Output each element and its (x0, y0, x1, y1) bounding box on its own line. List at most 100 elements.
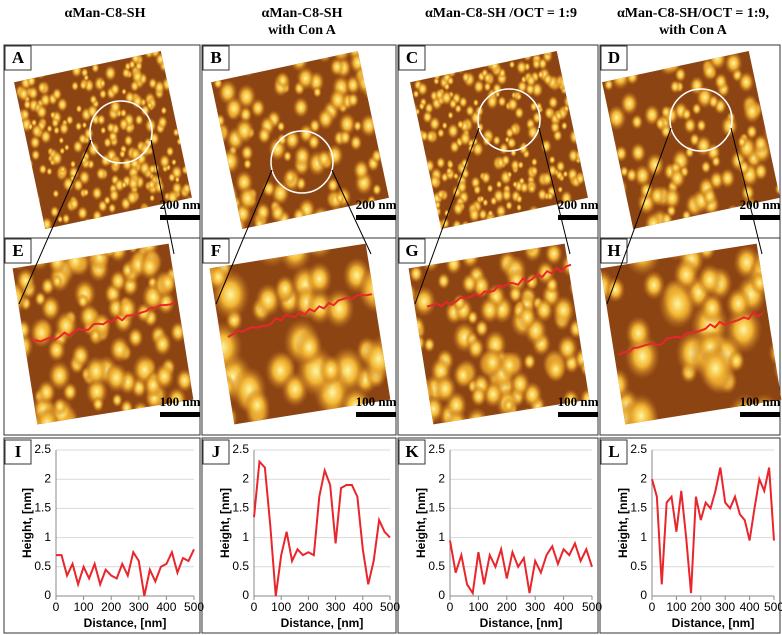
afm-grain (97, 51, 108, 63)
y-tick-label: 2 (44, 471, 51, 485)
afm-grain (697, 345, 734, 392)
x-tick-label: 500 (582, 600, 602, 614)
afm-grain (52, 54, 60, 64)
afm-grain (487, 220, 500, 229)
panel-frame (599, 237, 781, 436)
afm-grain (51, 87, 63, 101)
afm-grain (119, 399, 134, 417)
panel-letter: A (12, 48, 25, 67)
afm-grain (153, 331, 172, 357)
afm-grain (459, 130, 472, 147)
afm-grain (519, 212, 530, 225)
y-tick-label: 0.5 (630, 559, 647, 573)
afm-grain (91, 62, 100, 74)
afm-grain (669, 167, 686, 189)
afm-grain (147, 179, 156, 191)
x-tick-label: 200 (101, 600, 121, 614)
afm-grain (14, 405, 27, 421)
afm-grain (180, 406, 194, 425)
afm-grain (537, 413, 550, 425)
afm-grain (543, 211, 555, 227)
afm-grain (19, 152, 32, 168)
afm-grain (317, 107, 335, 131)
afm-grain (99, 79, 106, 88)
afm-grain (352, 159, 370, 181)
afm-grain (178, 78, 189, 91)
afm-grain (14, 355, 26, 370)
column-header: αMan-C8-SH (65, 6, 146, 21)
afm-grain (456, 119, 465, 130)
afm-grain (127, 243, 139, 254)
afm-grain (257, 126, 272, 145)
afm-grain (526, 124, 540, 141)
afm-grain (647, 58, 657, 70)
afm-grain (670, 221, 681, 229)
afm-grain (153, 179, 166, 195)
afm-grain (506, 171, 513, 179)
afm-grain (555, 170, 564, 181)
afm-grain (138, 252, 161, 281)
afm-grain (182, 96, 192, 109)
afm-grain (720, 114, 739, 138)
afm-grain (582, 346, 590, 377)
x-tick-label: 300 (525, 600, 545, 614)
afm-grain (575, 302, 587, 318)
afm-grain (128, 59, 136, 70)
afm-grain (548, 155, 556, 165)
afm-grain (443, 209, 450, 217)
scale-bar-label: 200 nm (558, 197, 599, 212)
afm-grain (14, 130, 22, 140)
afm-grain (117, 51, 129, 58)
x-tick-label: 500 (184, 600, 204, 614)
afm-grain (69, 160, 77, 169)
afm-grain (753, 162, 769, 181)
afm-grain (486, 93, 499, 110)
afm-grain (530, 157, 538, 167)
afm-grain (15, 267, 36, 294)
afm-grain (39, 128, 52, 145)
afm-grain (39, 92, 52, 108)
afm-grain (697, 263, 723, 297)
afm-grain (189, 83, 192, 91)
x-tick-label: 400 (554, 600, 574, 614)
afm-grain (189, 85, 192, 94)
afm-grain (436, 128, 445, 139)
afm-grain (181, 182, 192, 196)
afm-grain (35, 65, 47, 80)
panel-letter: C (406, 48, 418, 67)
afm-grain (328, 204, 347, 229)
afm-grain (472, 98, 479, 107)
afm-grain (408, 315, 426, 337)
chart-letter: L (608, 442, 619, 461)
afm-grain (111, 158, 121, 170)
afm-grain (482, 51, 494, 61)
afm-grain (602, 111, 611, 129)
afm-grain (58, 121, 70, 136)
y-tick-label: 2.5 (34, 442, 51, 456)
afm-grain (531, 58, 542, 70)
chart-letter: K (405, 442, 419, 461)
afm-grain (737, 71, 755, 93)
afm-grain (332, 51, 349, 61)
afm-grain (220, 148, 241, 175)
afm-grain (516, 93, 522, 101)
afm-grain (12, 393, 32, 422)
afm-grain (172, 127, 180, 138)
afm-grain (571, 114, 584, 130)
column-header: with Con A (268, 23, 337, 38)
afm-grain (79, 80, 88, 91)
afm-grain (452, 361, 474, 389)
afm-grain (109, 99, 122, 115)
afm-grain (104, 362, 129, 393)
afm-grain (75, 104, 83, 114)
panel-frame (201, 437, 397, 634)
afm-grain (411, 285, 437, 318)
afm-grain (725, 286, 752, 321)
afm-grain (148, 77, 158, 90)
afm-grain (12, 353, 26, 377)
afm-grain (91, 396, 105, 413)
afm-grain (482, 243, 501, 254)
afm-grain (119, 108, 128, 118)
afm-grain (527, 204, 540, 221)
afm-grain (12, 335, 23, 360)
